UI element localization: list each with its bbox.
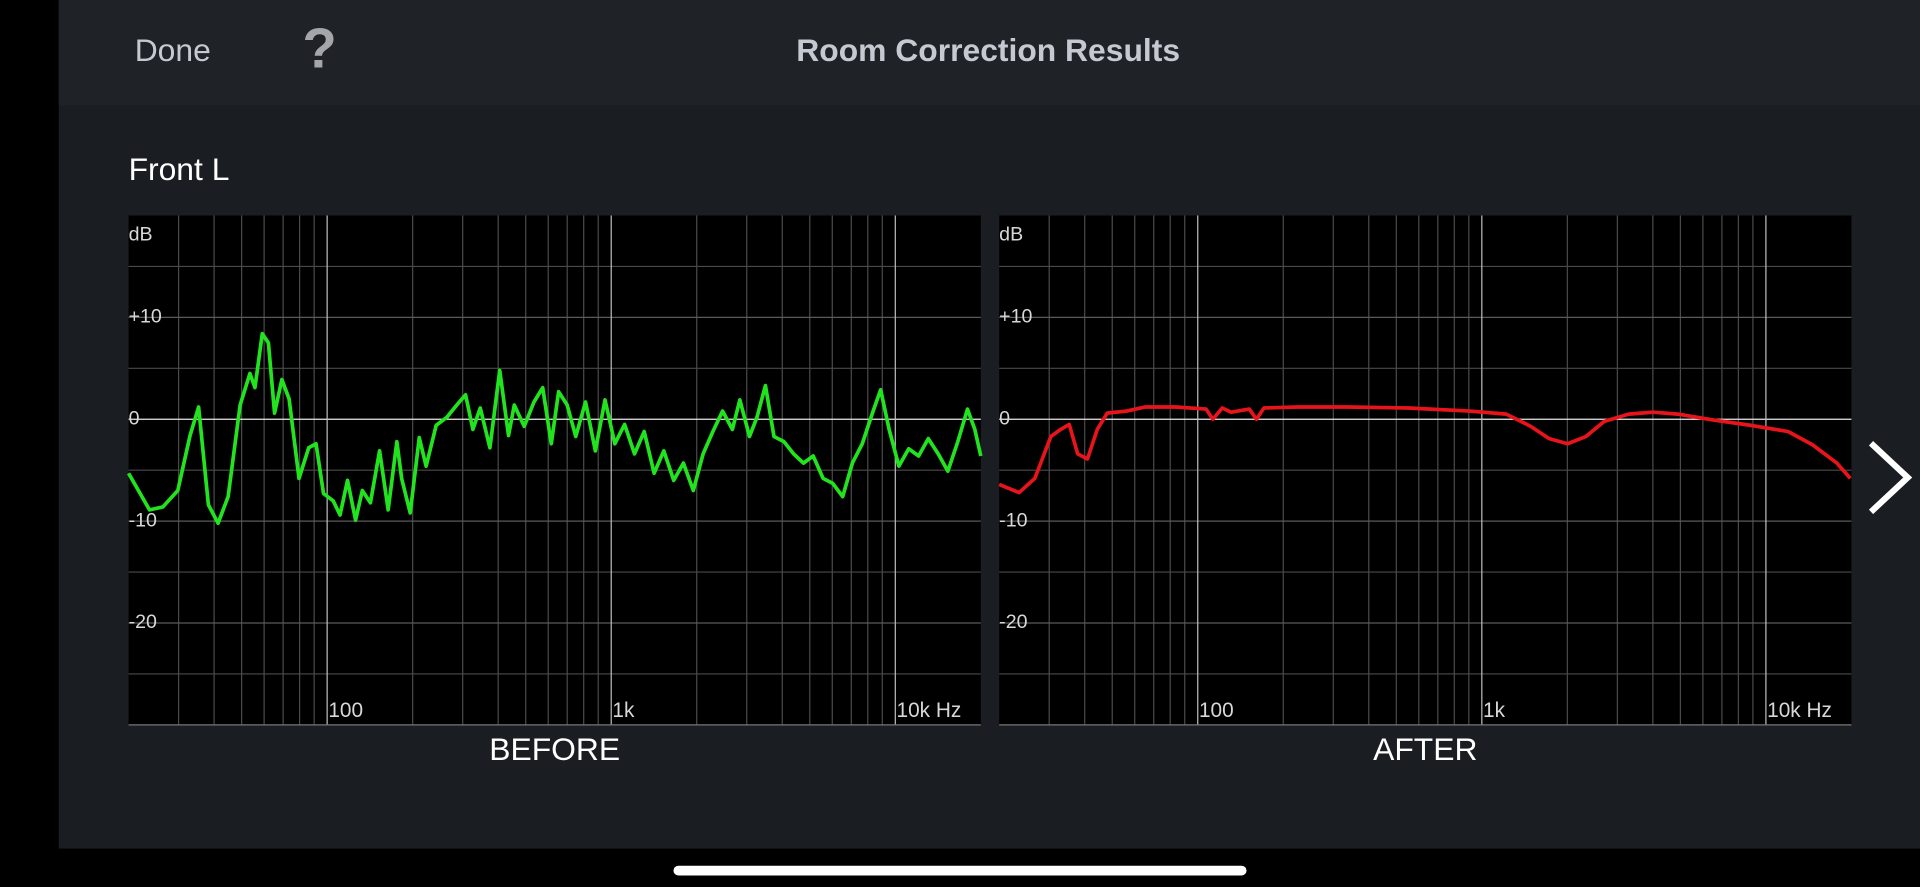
y-tick-label: -20 (129, 611, 157, 633)
y-axis-label: dB (129, 223, 153, 245)
x-tick-label: 100 (1199, 699, 1234, 722)
x-tick-label: 10k Hz (897, 699, 962, 722)
header-bar (58, 0, 1920, 106)
next-arrow[interactable] (1868, 441, 1913, 515)
y-tick-label: -20 (999, 611, 1027, 633)
chart-title: BEFORE (489, 731, 620, 767)
y-tick-label: -10 (129, 509, 157, 531)
y-tick-label: 0 (129, 407, 140, 429)
y-axis-label: dB (999, 223, 1023, 245)
response-line (998, 405, 1852, 495)
chart-title: AFTER (1373, 731, 1477, 767)
x-tick-label: 1k (1483, 699, 1506, 722)
x-tick-label: 10k Hz (1767, 699, 1832, 722)
response-line (126, 331, 983, 526)
y-tick-label: +10 (129, 306, 162, 328)
x-tick-label: 1k (612, 699, 635, 722)
home-indicator (673, 865, 1247, 876)
y-tick-label: 0 (999, 407, 1010, 429)
y-tick-label: -10 (999, 509, 1027, 531)
help-button[interactable]: ? (302, 17, 336, 80)
screen-title: Room Correction Results (796, 32, 1180, 68)
x-tick-label: 100 (328, 699, 363, 722)
y-tick-label: +10 (999, 306, 1032, 328)
channel-label: Front L (129, 151, 230, 187)
done-button[interactable]: Done (135, 32, 211, 68)
